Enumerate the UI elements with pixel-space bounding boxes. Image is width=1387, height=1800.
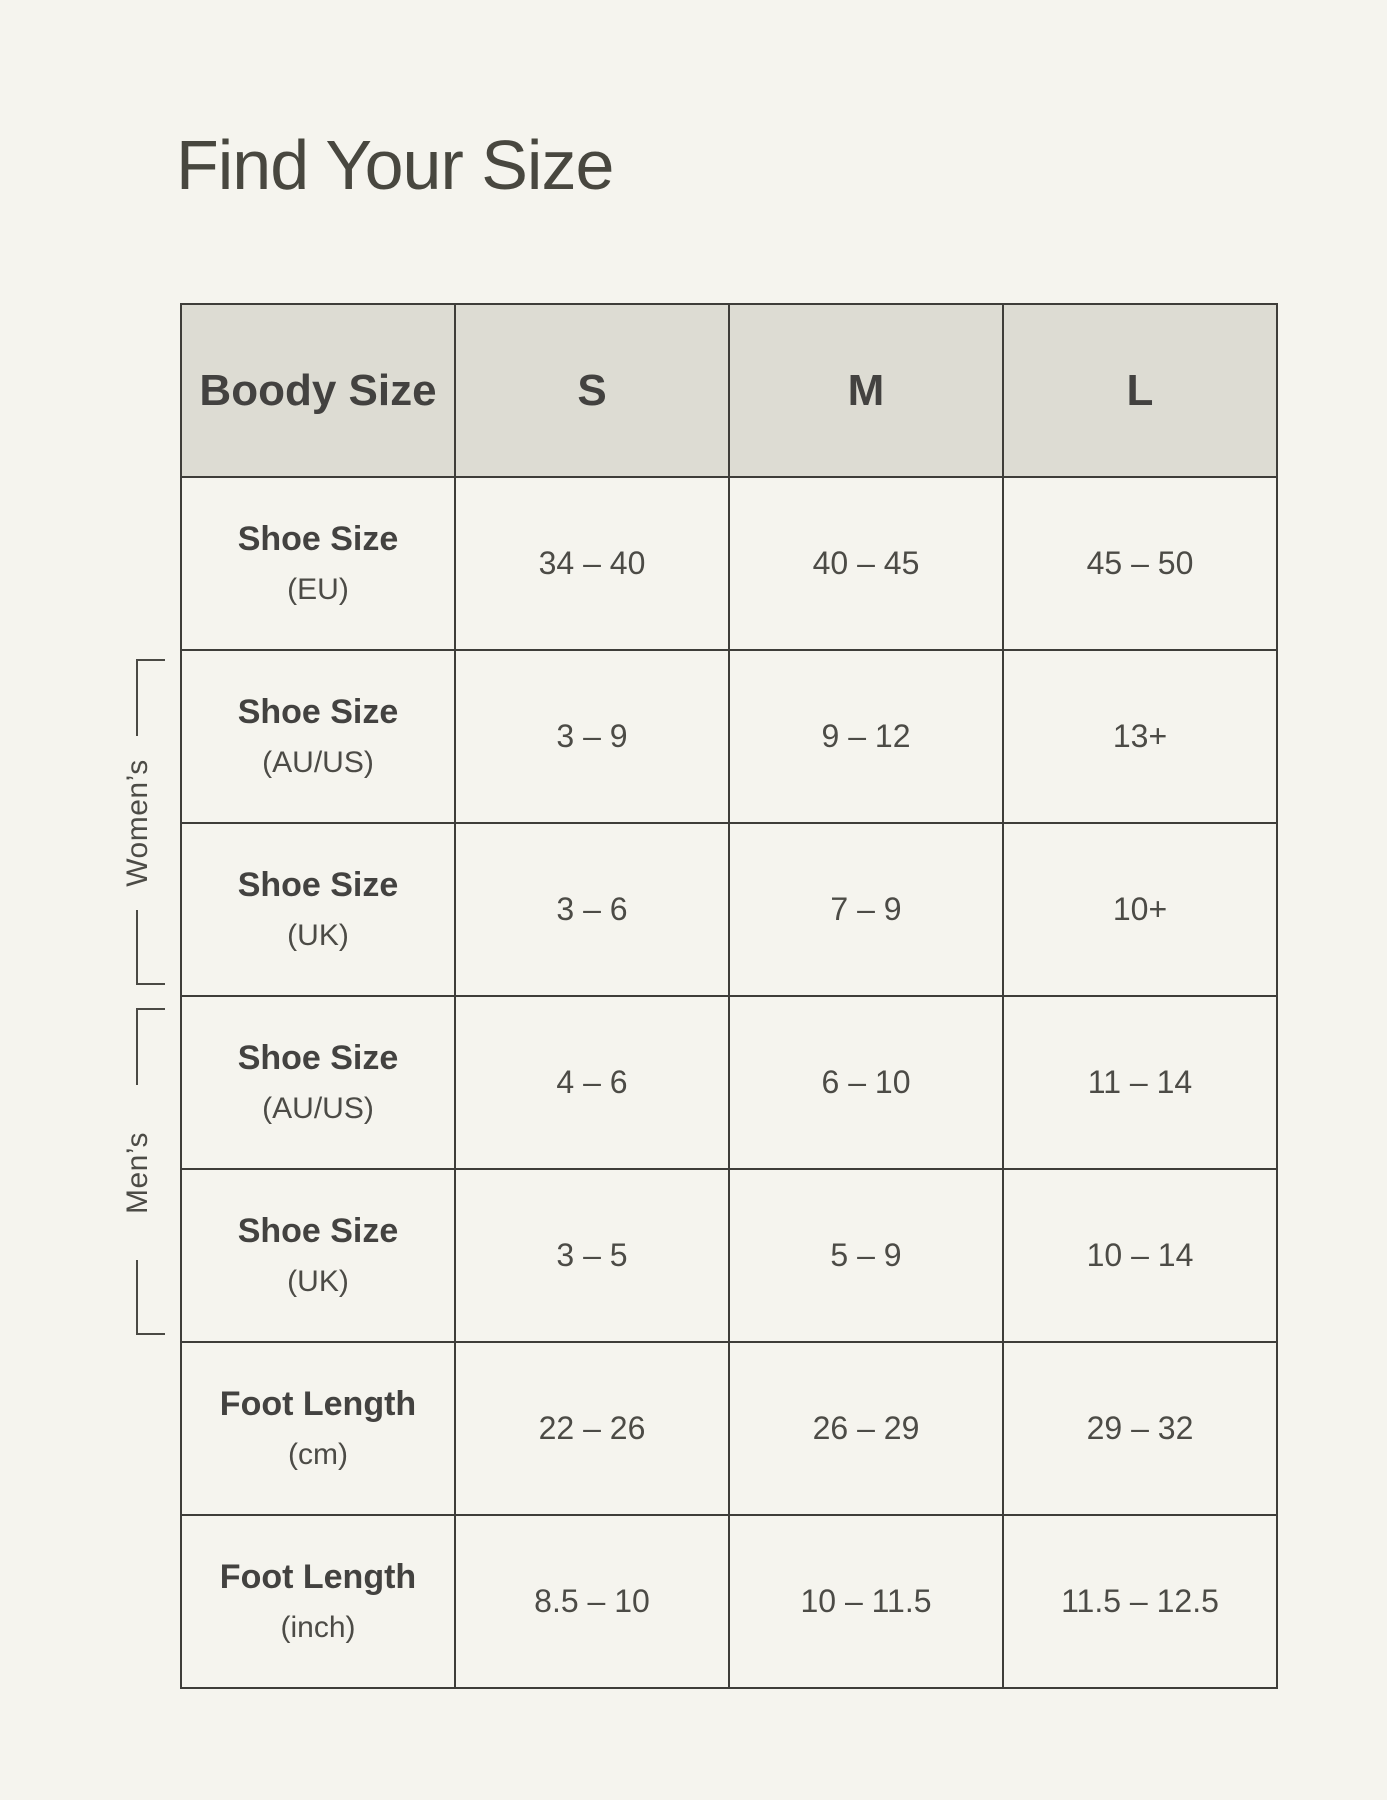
cell-m: 6 – 10 (728, 995, 1004, 1170)
cell-s: 3 – 6 (454, 822, 730, 997)
cell-l: 11.5 – 12.5 (1002, 1514, 1278, 1689)
table-row-shoe-auus-womens: Shoe Size (AU/US) 3 – 9 9 – 12 13+ (180, 649, 1278, 824)
header-size-l: L (1002, 303, 1278, 478)
mens-group-bracket: Men’s (121, 1008, 165, 1335)
row-label: Shoe Size (237, 1038, 399, 1077)
bracket-bottom-tick (136, 910, 165, 985)
cell-l: 11 – 14 (1002, 995, 1278, 1170)
cell-m: 10 – 11.5 (728, 1514, 1004, 1689)
cell-s: 22 – 26 (454, 1341, 730, 1516)
row-label: Shoe Size (237, 865, 399, 904)
row-label: Shoe Size (237, 519, 399, 558)
row-unit: (AU/US) (262, 745, 374, 779)
cell-l: 10+ (1002, 822, 1278, 997)
row-label: Shoe Size (237, 692, 399, 731)
row-label: Foot Length (219, 1557, 417, 1596)
header-size-m: M (728, 303, 1004, 478)
header-size-s: S (454, 303, 730, 478)
row-unit: (EU) (287, 572, 349, 606)
table-row-shoe-uk-womens: Shoe Size (UK) 3 – 6 7 – 9 10+ (180, 822, 1278, 997)
table-row-shoe-eu: Shoe Size (EU) 34 – 40 40 – 45 45 – 50 (180, 476, 1278, 651)
mens-group-label: Men’s (121, 1131, 154, 1214)
cell-m: 26 – 29 (728, 1341, 1004, 1516)
row-unit: (UK) (287, 918, 349, 952)
cell-m: 5 – 9 (728, 1168, 1004, 1343)
row-header: Shoe Size (UK) (180, 822, 456, 997)
row-unit: (inch) (280, 1610, 356, 1644)
row-header: Shoe Size (EU) (180, 476, 456, 651)
womens-group-bracket: Women’s (121, 659, 165, 985)
row-label: Foot Length (219, 1384, 417, 1423)
womens-group-label: Women’s (121, 759, 154, 887)
cell-s: 34 – 40 (454, 476, 730, 651)
cell-m: 40 – 45 (728, 476, 1004, 651)
cell-s: 3 – 9 (454, 649, 730, 824)
row-header: Shoe Size (UK) (180, 1168, 456, 1343)
cell-s: 8.5 – 10 (454, 1514, 730, 1689)
cell-s: 4 – 6 (454, 995, 730, 1170)
row-unit: (AU/US) (262, 1091, 374, 1125)
cell-l: 13+ (1002, 649, 1278, 824)
cell-m: 9 – 12 (728, 649, 1004, 824)
bracket-top-tick (136, 1008, 165, 1085)
cell-l: 45 – 50 (1002, 476, 1278, 651)
row-header: Foot Length (cm) (180, 1341, 456, 1516)
row-label: Shoe Size (237, 1211, 399, 1250)
header-product-column: Boody Size (180, 303, 456, 478)
table-row-foot-cm: Foot Length (cm) 22 – 26 26 – 29 29 – 32 (180, 1341, 1278, 1516)
bracket-label-zone: Men’s (121, 1085, 165, 1260)
bracket-bottom-tick (136, 1260, 165, 1335)
bracket-label-zone: Women’s (121, 736, 165, 910)
bracket-top-tick (136, 659, 165, 736)
cell-m: 7 – 9 (728, 822, 1004, 997)
table-row-shoe-uk-mens: Shoe Size (UK) 3 – 5 5 – 9 10 – 14 (180, 1168, 1278, 1343)
row-header: Foot Length (inch) (180, 1514, 456, 1689)
row-unit: (cm) (288, 1437, 348, 1471)
row-header: Shoe Size (AU/US) (180, 649, 456, 824)
cell-l: 10 – 14 (1002, 1168, 1278, 1343)
table-header-row: Boody Size S M L (180, 303, 1278, 478)
cell-l: 29 – 32 (1002, 1341, 1278, 1516)
table-row-foot-inch: Foot Length (inch) 8.5 – 10 10 – 11.5 11… (180, 1514, 1278, 1689)
size-chart-table: Boody Size S M L Shoe Size (EU) 34 – 40 … (180, 303, 1278, 1689)
row-unit: (UK) (287, 1264, 349, 1298)
table-row-shoe-auus-mens: Shoe Size (AU/US) 4 – 6 6 – 10 11 – 14 (180, 995, 1278, 1170)
cell-s: 3 – 5 (454, 1168, 730, 1343)
row-header: Shoe Size (AU/US) (180, 995, 456, 1170)
page-title: Find Your Size (176, 126, 614, 204)
